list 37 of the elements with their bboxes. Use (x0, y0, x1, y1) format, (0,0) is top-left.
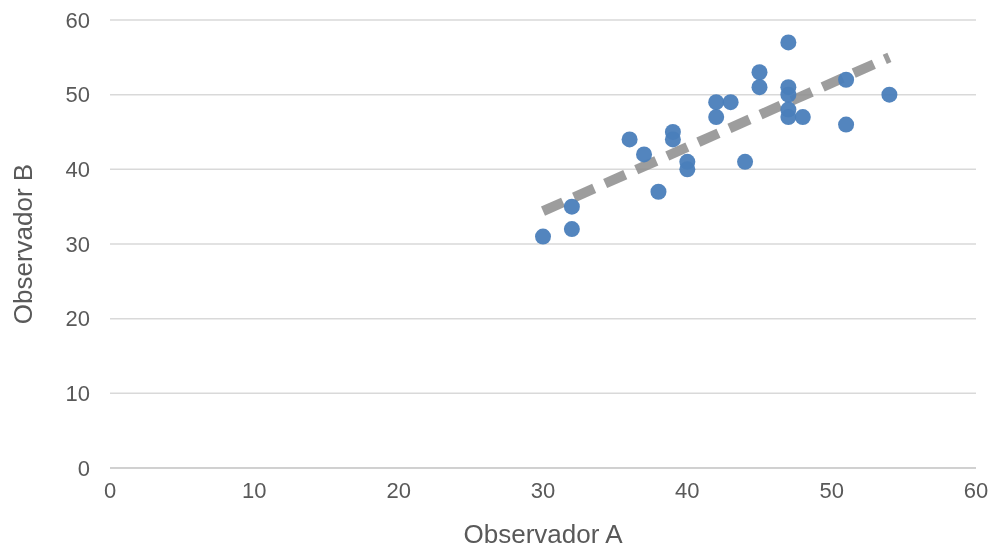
x-tick-label: 60 (963, 477, 989, 503)
point (679, 161, 696, 178)
point (737, 153, 754, 170)
point (794, 109, 811, 126)
point (621, 131, 638, 148)
point (751, 64, 768, 81)
x-axis-title: Observador A (463, 519, 624, 549)
point (664, 131, 681, 148)
y-tick-label: 10 (65, 381, 90, 407)
x-tick-label: 20 (386, 477, 411, 503)
y-axis-title: Observador B (8, 163, 39, 325)
point (838, 116, 855, 133)
x-tick-label: 40 (675, 477, 700, 503)
point (751, 79, 768, 96)
x-tick-label: 30 (530, 477, 556, 503)
y-tick-label: 50 (65, 82, 90, 108)
x-tick-label: 0 (103, 477, 117, 503)
point (708, 94, 725, 111)
point (780, 86, 797, 103)
point (708, 109, 725, 126)
y-tick-label: 60 (65, 7, 90, 33)
point (780, 109, 797, 126)
point (636, 146, 653, 163)
x-tick-label: 50 (819, 477, 844, 503)
y-tick-label: 0 (77, 455, 90, 481)
point (650, 183, 667, 200)
y-tick-label: 40 (65, 157, 90, 183)
point (563, 221, 580, 238)
point (563, 198, 580, 215)
point (838, 71, 855, 88)
point (780, 34, 797, 51)
x-tick-label: 10 (242, 477, 267, 503)
y-tick-label: 30 (65, 231, 90, 257)
y-tick-label: 20 (65, 306, 90, 332)
point (881, 86, 898, 103)
point (722, 94, 739, 111)
point (535, 228, 551, 245)
